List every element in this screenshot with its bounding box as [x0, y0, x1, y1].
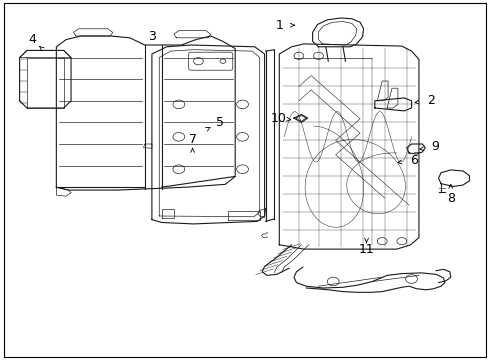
- Text: 6: 6: [410, 154, 418, 167]
- Text: 5: 5: [216, 116, 223, 129]
- Text: 10: 10: [270, 112, 286, 125]
- Text: 2: 2: [427, 94, 435, 107]
- Text: 1: 1: [275, 19, 283, 32]
- Text: 3: 3: [148, 30, 156, 42]
- Text: 4: 4: [28, 33, 36, 46]
- Text: 9: 9: [431, 140, 439, 153]
- Text: 7: 7: [189, 133, 196, 146]
- Text: 11: 11: [359, 243, 374, 256]
- Text: 8: 8: [447, 192, 455, 204]
